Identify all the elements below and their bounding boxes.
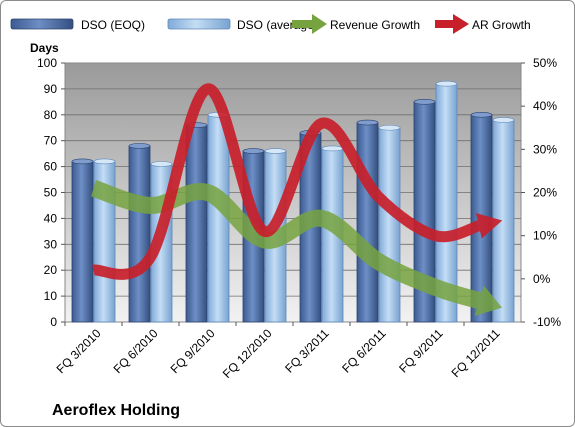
legend-label-dso-eoq: DSO (EOQ) [81, 18, 145, 32]
bar-top-dso-average [150, 161, 173, 167]
x-axis-ticks: FQ 3/2010 FQ 6/2010 FQ 9/2010 FQ 12/2010 FQ … [54, 322, 503, 381]
y-tick-label: 70 [44, 134, 58, 148]
legend-item-ar-growth: AR Growth [435, 14, 531, 34]
y2-tick-label: 10% [533, 229, 557, 243]
y-tick-label: 100 [37, 56, 57, 70]
x-tick-label: FQ 9/2011 [396, 326, 446, 376]
bar-top-dso-average [492, 117, 515, 123]
legend-swatch-dso-average [167, 18, 231, 30]
x-tick-label: FQ 6/2010 [111, 326, 161, 376]
bar-top-dso-eoq [242, 148, 265, 154]
legend-item-dso-eoq: DSO (EOQ) [10, 18, 145, 32]
bar-top-dso-eoq [128, 143, 151, 149]
bar-top-dso-average [435, 80, 458, 87]
y2-tick-label: 20% [533, 186, 557, 200]
bar-top-dso-eoq [71, 158, 94, 165]
y2-tick-label: 50% [533, 56, 557, 70]
legend: DSO (EOQ) DSO (average) Revenue Growth A… [10, 14, 531, 34]
x-tick-label: FQ 3/2010 [54, 326, 104, 376]
bar-dso-eoq [356, 122, 379, 323]
y-tick-label: 60 [44, 160, 58, 174]
bar-top-dso-average [264, 148, 287, 154]
legend-arrow-revenue-growth [292, 14, 327, 34]
y-tick-label: 90 [44, 82, 58, 96]
bar-top-dso-eoq [413, 99, 436, 105]
arrowhead-revenue-growth [474, 285, 503, 316]
growth-lines [90, 83, 503, 316]
y2-tick-label: 30% [533, 142, 557, 156]
bar-top-dso-eoq [470, 112, 493, 118]
right-axis-ticks: -10% 0% 10% 20% 30% 40% 50% [521, 56, 561, 329]
y-tick-label: 10 [44, 289, 58, 303]
y-tick-label: 50 [44, 186, 58, 200]
y-tick-label: 40 [44, 211, 58, 225]
bar-dso-eoq [128, 145, 151, 323]
arrowhead-ar-growth [475, 213, 503, 239]
legend-arrow-ar-growth [435, 14, 469, 34]
x-tick-label: FQ 12/2011 [449, 326, 503, 380]
x-tick-label: FQ 9/2010 [168, 326, 218, 376]
y2-tick-label: -10% [533, 315, 561, 329]
y2-tick-label: 40% [533, 99, 557, 113]
line-revenue-growth [90, 180, 482, 309]
bar-dso-average [378, 127, 401, 323]
legend-label-revenue-growth: Revenue Growth [330, 18, 420, 32]
left-axis-ticks: 0 10 20 30 40 50 60 70 80 90 100 [37, 56, 65, 329]
company-name: Aeroflex Holding [52, 402, 180, 419]
bar-dso-eoq [71, 161, 94, 323]
bar-top-dso-average [321, 145, 344, 152]
y-tick-label: 20 [44, 263, 58, 277]
bar-top-dso-average [93, 158, 116, 165]
y-axis-label: Days [30, 41, 59, 55]
y-tick-label: 30 [44, 237, 58, 251]
bar-top-dso-average [378, 124, 401, 131]
legend-label-ar-growth: AR Growth [472, 18, 531, 32]
y2-tick-label: 0% [533, 272, 551, 286]
legend-swatch-dso-eoq [10, 18, 74, 30]
x-tick-label: FQ 12/2010 [220, 326, 275, 381]
bar-dso-eoq [185, 124, 208, 323]
x-tick-label: FQ 3/2011 [282, 326, 332, 376]
legend-item-revenue-growth: Revenue Growth [292, 14, 420, 34]
bar-top-dso-eoq [356, 119, 379, 126]
line-ar-growth [92, 83, 481, 280]
y-tick-label: 80 [44, 108, 58, 122]
y-tick-label: 0 [50, 315, 57, 329]
x-tick-label: FQ 6/2011 [339, 326, 389, 376]
bar-dso-average [207, 114, 230, 323]
